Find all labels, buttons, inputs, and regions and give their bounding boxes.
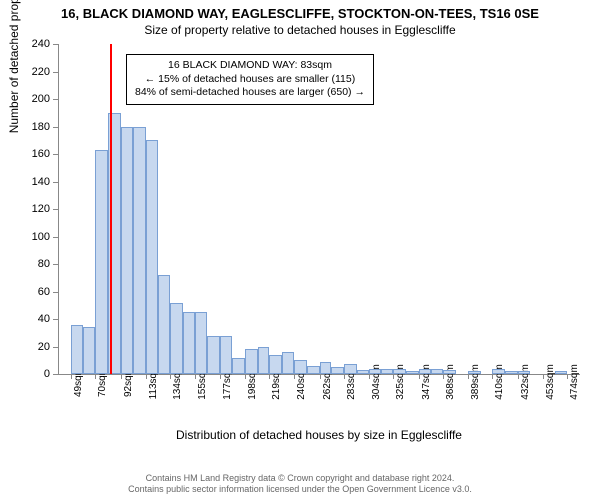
histogram-bar bbox=[320, 362, 332, 374]
histogram-bar bbox=[133, 127, 146, 375]
histogram-bar bbox=[307, 366, 320, 374]
histogram-bar bbox=[170, 303, 183, 375]
marker-line bbox=[110, 44, 112, 374]
footer-line-1: Contains HM Land Registry data © Crown c… bbox=[0, 473, 600, 485]
y-tick bbox=[53, 374, 58, 375]
histogram-bar bbox=[419, 369, 431, 375]
histogram-bar bbox=[518, 371, 530, 374]
histogram-bar bbox=[183, 312, 195, 374]
histogram-bar bbox=[369, 369, 382, 375]
annotation-line-1: 16 BLACK DIAMOND WAY: 83sqm bbox=[135, 59, 365, 73]
histogram-bar bbox=[282, 352, 294, 374]
histogram-bar bbox=[357, 370, 369, 374]
x-tick-label: 474sqm bbox=[567, 364, 580, 400]
histogram-bar bbox=[245, 349, 258, 374]
y-tick-label: 140 bbox=[20, 176, 50, 188]
histogram-bar bbox=[393, 369, 406, 375]
histogram-chart: 02040608010012014016018020022024049sqm70… bbox=[58, 44, 580, 374]
histogram-bar bbox=[331, 367, 344, 374]
histogram-bar bbox=[492, 369, 505, 375]
y-tick-label: 80 bbox=[20, 258, 50, 270]
y-tick bbox=[53, 127, 58, 128]
histogram-bar bbox=[258, 347, 270, 375]
y-tick bbox=[53, 264, 58, 265]
y-tick bbox=[53, 154, 58, 155]
y-tick-label: 200 bbox=[20, 93, 50, 105]
y-tick-label: 100 bbox=[20, 231, 50, 243]
y-tick bbox=[53, 99, 58, 100]
y-tick bbox=[53, 182, 58, 183]
histogram-bar bbox=[146, 140, 159, 374]
footer-attribution: Contains HM Land Registry data © Crown c… bbox=[0, 473, 600, 496]
y-tick-label: 160 bbox=[20, 148, 50, 160]
histogram-bar bbox=[431, 369, 444, 375]
x-tick-label: 432sqm bbox=[518, 364, 531, 400]
y-tick-label: 20 bbox=[20, 341, 50, 353]
x-axis-title: Distribution of detached houses by size … bbox=[58, 428, 580, 442]
histogram-bar bbox=[505, 371, 518, 374]
histogram-bar bbox=[83, 327, 96, 374]
y-axis-title: Number of detached properties bbox=[7, 0, 21, 133]
histogram-bar bbox=[269, 355, 282, 374]
histogram-bar bbox=[344, 364, 357, 374]
histogram-bar bbox=[158, 275, 170, 374]
y-tick-label: 0 bbox=[20, 368, 50, 380]
histogram-bar bbox=[294, 360, 307, 374]
histogram-bar bbox=[220, 336, 232, 375]
y-tick bbox=[53, 209, 58, 210]
y-axis-line bbox=[58, 44, 59, 374]
y-tick-label: 220 bbox=[20, 66, 50, 78]
histogram-bar bbox=[71, 325, 83, 375]
y-tick-label: 60 bbox=[20, 286, 50, 298]
annotation-line-3: 84% of semi-detached houses are larger (… bbox=[135, 86, 365, 100]
y-tick-label: 40 bbox=[20, 313, 50, 325]
y-tick bbox=[53, 237, 58, 238]
histogram-bar bbox=[195, 312, 208, 374]
histogram-bar bbox=[121, 127, 133, 375]
histogram-bar bbox=[95, 150, 108, 374]
annotation-line-2: ← 15% of detached houses are smaller (11… bbox=[135, 73, 365, 87]
x-tick-label: 389sqm bbox=[468, 364, 481, 400]
y-tick bbox=[53, 319, 58, 320]
y-tick bbox=[53, 72, 58, 73]
histogram-bar bbox=[555, 371, 567, 374]
y-tick bbox=[53, 292, 58, 293]
y-tick-label: 120 bbox=[20, 203, 50, 215]
page-subtitle: Size of property relative to detached ho… bbox=[0, 21, 600, 37]
y-tick bbox=[53, 44, 58, 45]
page-title: 16, BLACK DIAMOND WAY, EAGLESCLIFFE, STO… bbox=[0, 0, 600, 21]
histogram-bar bbox=[232, 358, 245, 375]
footer-line-2: Contains public sector information licen… bbox=[0, 484, 600, 496]
histogram-bar bbox=[406, 371, 419, 374]
y-tick bbox=[53, 347, 58, 348]
y-tick-label: 180 bbox=[20, 121, 50, 133]
histogram-bar bbox=[443, 370, 456, 374]
x-tick-label: 453sqm bbox=[543, 364, 556, 400]
histogram-bar bbox=[468, 371, 481, 374]
histogram-bar bbox=[207, 336, 220, 375]
y-tick-label: 240 bbox=[20, 38, 50, 50]
annotation-box: 16 BLACK DIAMOND WAY: 83sqm← 15% of deta… bbox=[126, 54, 374, 105]
histogram-bar bbox=[381, 369, 393, 375]
